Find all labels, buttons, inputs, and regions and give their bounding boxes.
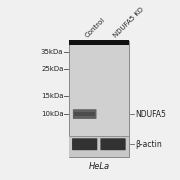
Text: 35kDa: 35kDa (41, 49, 63, 55)
Text: NDUFA5: NDUFA5 (135, 110, 166, 119)
Text: β-actin: β-actin (135, 140, 162, 149)
Bar (73, 142, 96, 146)
Bar (69, 136, 129, 157)
FancyBboxPatch shape (100, 138, 126, 150)
Text: HeLa: HeLa (88, 162, 109, 171)
Text: 15kDa: 15kDa (41, 93, 63, 100)
Text: Control: Control (84, 17, 106, 39)
Bar (69, 40, 129, 45)
FancyBboxPatch shape (72, 138, 97, 150)
Text: NDUFA5 KO: NDUFA5 KO (112, 6, 145, 39)
Bar (102, 142, 124, 146)
FancyBboxPatch shape (73, 109, 96, 119)
Bar (74, 112, 95, 116)
Text: 10kDa: 10kDa (41, 111, 63, 117)
Bar (69, 41, 129, 157)
Text: 25kDa: 25kDa (41, 66, 63, 72)
